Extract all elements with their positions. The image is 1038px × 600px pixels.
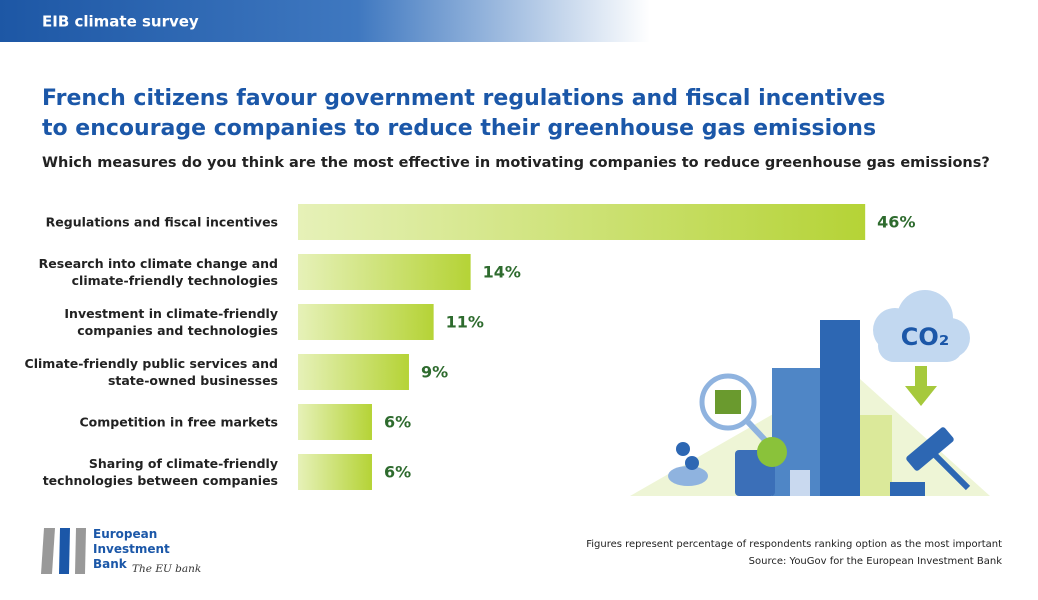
category-label: Research into climate change and climate… xyxy=(38,256,278,288)
bar xyxy=(298,354,409,390)
header-bar xyxy=(0,0,650,42)
category-label: Climate-friendly public services and sta… xyxy=(24,356,278,388)
bar xyxy=(298,454,372,490)
bar xyxy=(298,404,372,440)
value-label: 14% xyxy=(483,263,521,282)
logo-tagline: The EU bank xyxy=(132,563,202,575)
value-label: 9% xyxy=(421,363,448,382)
header: EIB climate survey xyxy=(42,13,199,31)
category-label: Sharing of climate-friendly technologies… xyxy=(42,456,278,488)
bar xyxy=(298,254,471,290)
source: Source: YouGov for the European Investme… xyxy=(748,556,1002,567)
category-label: Investment in climate-friendly companies… xyxy=(64,306,278,338)
value-label: 6% xyxy=(384,413,411,432)
value-label: 6% xyxy=(384,463,411,482)
note: Figures represent percentage of responde… xyxy=(586,539,1002,550)
bar xyxy=(298,304,434,340)
co2-label: CO₂ xyxy=(901,323,950,351)
illustration xyxy=(630,290,990,496)
value-label: 11% xyxy=(446,313,484,332)
logo-text: European Investment Bank xyxy=(93,527,170,571)
category-label: Regulations and fiscal incentives xyxy=(45,214,278,230)
logo-mark xyxy=(41,528,86,574)
value-label: 46% xyxy=(877,213,915,232)
category-label: Competition in free markets xyxy=(79,414,278,430)
bar xyxy=(298,204,866,240)
chart-title: French citizens favour government regula… xyxy=(42,86,886,141)
chart-subtitle: Which measures do you think are the most… xyxy=(42,155,990,171)
